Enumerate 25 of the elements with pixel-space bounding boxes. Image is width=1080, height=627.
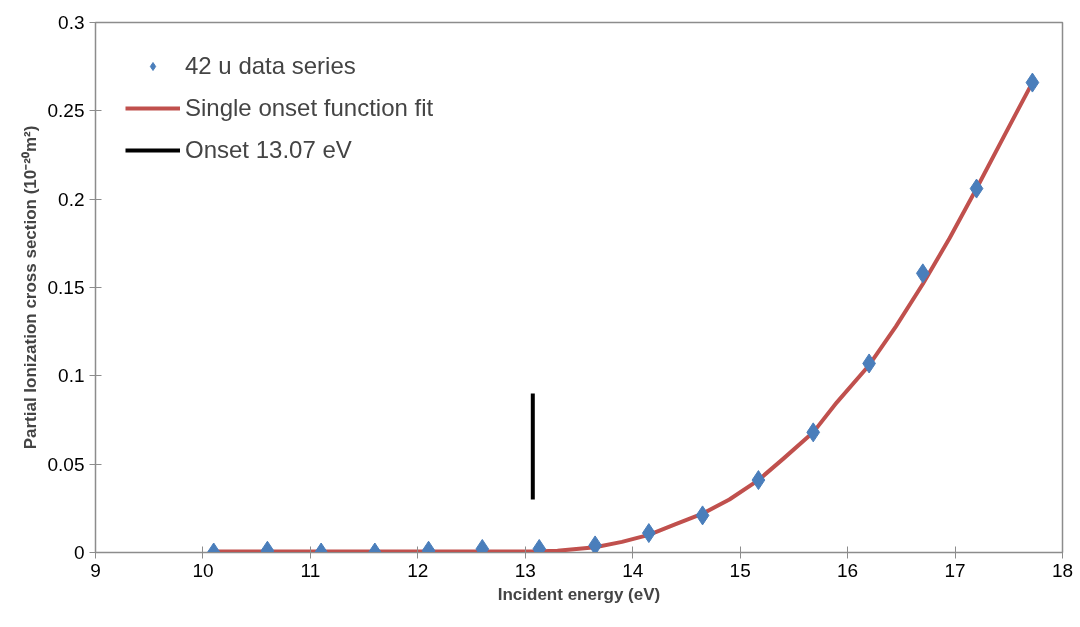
x-tick-label: 16 <box>837 559 859 581</box>
y-tick-label: 0.3 <box>58 12 85 33</box>
x-tick-label: 14 <box>622 559 644 581</box>
x-tick-label: 9 <box>90 559 101 581</box>
point <box>969 178 984 199</box>
y-tick-label: 0 <box>73 542 85 563</box>
legend-label: Onset 13.07 eV <box>185 136 352 164</box>
legend-label: 42 u data series <box>185 52 356 80</box>
x-tick-label: 13 <box>514 559 536 581</box>
x-tick-label: 12 <box>407 559 429 581</box>
y-tick-label: 0.2 <box>58 188 85 210</box>
point <box>915 263 930 284</box>
y-tick-label: 0.1 <box>58 365 85 387</box>
x-axis-title: Incident energy (eV) <box>497 584 661 604</box>
y-tick-label: 0.25 <box>47 100 85 122</box>
x-tick-label: 11 <box>300 559 321 581</box>
x-tick-label: 17 <box>944 559 966 581</box>
point <box>1025 72 1040 93</box>
x-tick-label: 10 <box>192 559 214 581</box>
y-tick-label: 0.15 <box>47 277 85 298</box>
y-axis-title: Partial Ionization cross section (10⁻²⁰m²) <box>20 125 40 450</box>
x-tick-label: 18 <box>1051 559 1074 581</box>
x-tick-label: 15 <box>729 559 751 581</box>
legend-label: Single onset function fit <box>185 94 434 122</box>
y-tick-label: 0.05 <box>47 453 85 475</box>
